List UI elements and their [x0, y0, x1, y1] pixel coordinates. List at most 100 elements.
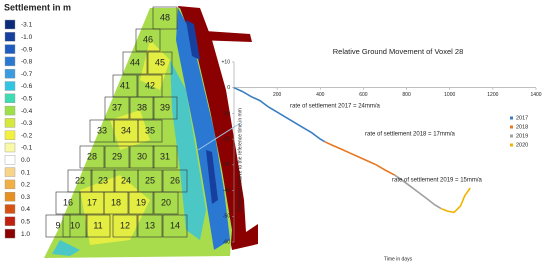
- voxel-label: 29: [112, 151, 122, 161]
- y-tick-label: -50: [223, 214, 230, 220]
- legend-label: -0.3: [21, 120, 33, 127]
- legend-swatch: [4, 179, 16, 190]
- voxel-box: [137, 214, 163, 238]
- voxel-box: [153, 191, 179, 215]
- voxel-label: 34: [121, 125, 131, 135]
- series-line: [233, 86, 326, 143]
- voxel-label: 20: [161, 197, 171, 207]
- voxel-label: 22: [75, 175, 85, 185]
- legend-swatch: [4, 68, 16, 79]
- legend-marker: [510, 134, 513, 138]
- voxel-box: [62, 214, 88, 238]
- legend-label: -0.6: [21, 83, 33, 90]
- x-tick-label: 1400: [530, 92, 541, 98]
- legend-label: 0.5: [21, 219, 30, 226]
- legend-swatch: [4, 216, 16, 227]
- x-tick-label: 1200: [487, 92, 498, 98]
- y-tick-label: -10: [223, 111, 230, 117]
- voxel-label: 11: [93, 220, 102, 230]
- x-tick-label: 1000: [444, 92, 455, 98]
- voxel-box: [129, 145, 155, 169]
- legend-marker: [510, 116, 513, 120]
- voxel-label: 45: [155, 57, 165, 67]
- legend-swatch: [4, 204, 16, 214]
- voxel-box: [137, 119, 163, 143]
- y-tick-label: -60: [223, 239, 230, 245]
- voxel-label: 13: [145, 220, 155, 230]
- voxel-label: 9: [55, 220, 60, 230]
- legend-swatch: [4, 81, 16, 91]
- legend-label: 0.3: [21, 194, 30, 201]
- chart-title: Relative Ground Movement of Voxel 28: [333, 47, 464, 56]
- voxel-box: [122, 51, 148, 75]
- x-axis-label: Time in days: [384, 256, 413, 262]
- voxel-box: [103, 191, 129, 215]
- voxel-box: [147, 51, 173, 75]
- legend-swatch: [4, 155, 16, 165]
- connector: [197, 121, 243, 151]
- legend-label: -0.8: [21, 59, 33, 66]
- voxel-label: 30: [137, 151, 147, 161]
- legend-label: -3.1: [21, 22, 33, 29]
- map-darkblue: [186, 20, 218, 204]
- voxel-label: 28: [87, 151, 97, 161]
- legend-label: 0.2: [21, 182, 30, 189]
- legend-label: 2018: [516, 124, 528, 130]
- voxel-label: 24: [121, 175, 131, 185]
- legend-label: -0.4: [21, 108, 33, 115]
- voxel-label: 33: [97, 125, 107, 135]
- y-tick-label: +10: [222, 59, 231, 65]
- legend-label: -0.5: [21, 96, 33, 103]
- annotation: rate of settlement 2017 = 24mm/a: [290, 104, 381, 110]
- x-tick-label: 600: [359, 92, 368, 98]
- map-yellow: [80, 40, 170, 245]
- voxel-label: 38: [137, 102, 147, 112]
- legend-swatch: [4, 56, 16, 67]
- voxel-label: 10: [70, 220, 80, 230]
- legend-swatch: [4, 191, 16, 202]
- y-tick-label: -30: [223, 162, 230, 168]
- voxel-box: [152, 96, 178, 120]
- legend-label: 0.4: [21, 206, 30, 213]
- x-tick-label: 200: [273, 92, 282, 98]
- voxel-label: 44: [130, 57, 140, 67]
- x-tick-label: 800: [402, 92, 411, 98]
- voxel-box: [135, 28, 161, 52]
- voxel-box: [104, 145, 130, 169]
- voxel-box: [45, 214, 71, 238]
- map-red-top: [190, 30, 252, 42]
- voxel-label: 16: [63, 197, 73, 207]
- voxel-label: 46: [143, 34, 153, 44]
- series-line: [394, 174, 442, 210]
- voxel-label: 39: [160, 102, 170, 112]
- legend-swatch: [4, 32, 16, 42]
- legend-marker: [510, 143, 513, 147]
- legend-label: 2019: [516, 133, 528, 139]
- voxel-label: 41: [120, 80, 130, 90]
- legend-swatch: [4, 142, 16, 153]
- voxel-label: 14: [170, 220, 180, 230]
- legend-marker: [510, 125, 513, 129]
- legend-title: Settlement in m: [4, 2, 71, 12]
- voxel-box: [112, 214, 138, 238]
- voxel-box: [104, 96, 130, 120]
- voxel-label: 25: [145, 175, 155, 185]
- legend-swatch: [4, 167, 16, 177]
- legend-label: 2020: [516, 142, 528, 148]
- legend-swatch: [4, 130, 16, 140]
- voxel-box: [152, 145, 178, 169]
- voxel-box: [152, 6, 178, 30]
- legend-swatch: [4, 93, 16, 104]
- legend-swatch: [4, 228, 16, 239]
- voxel-box: [162, 214, 188, 238]
- legend-label: 2017: [516, 115, 528, 121]
- legend-swatch: [4, 44, 16, 54]
- voxel-label: 17: [87, 197, 97, 207]
- legend-label: 1.0: [21, 231, 30, 238]
- legend-swatch: [4, 105, 16, 116]
- legend-label: -0.2: [21, 132, 33, 139]
- legend-label: -0.9: [21, 46, 33, 53]
- annotation: rate of settlement 2018 = 17mm/a: [365, 132, 456, 138]
